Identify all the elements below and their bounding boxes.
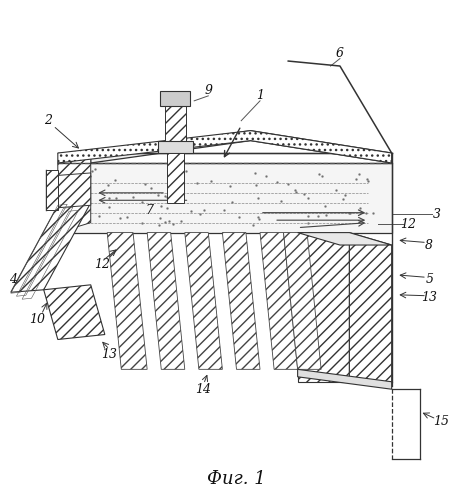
- Polygon shape: [44, 285, 105, 340]
- Text: 5: 5: [425, 274, 433, 286]
- Polygon shape: [58, 153, 91, 232]
- Polygon shape: [147, 232, 185, 370]
- Polygon shape: [58, 163, 392, 232]
- Text: 13: 13: [421, 290, 438, 304]
- Polygon shape: [298, 232, 350, 382]
- Polygon shape: [167, 153, 184, 203]
- Text: 4: 4: [9, 274, 17, 286]
- Polygon shape: [283, 232, 321, 370]
- Text: 10: 10: [29, 313, 44, 326]
- Polygon shape: [58, 130, 392, 163]
- Text: 12: 12: [95, 258, 111, 272]
- Text: 14: 14: [195, 382, 211, 396]
- Text: 6: 6: [336, 47, 344, 60]
- Polygon shape: [46, 170, 58, 210]
- Polygon shape: [107, 232, 147, 370]
- Polygon shape: [298, 232, 392, 245]
- Polygon shape: [160, 91, 191, 106]
- Polygon shape: [11, 203, 91, 292]
- Polygon shape: [260, 232, 298, 370]
- Polygon shape: [222, 232, 260, 370]
- Text: 7: 7: [146, 204, 154, 216]
- Polygon shape: [165, 106, 186, 153]
- Polygon shape: [158, 140, 193, 153]
- Text: 15: 15: [433, 415, 449, 428]
- Polygon shape: [298, 370, 392, 389]
- Text: 2: 2: [44, 114, 53, 127]
- Polygon shape: [91, 130, 392, 163]
- Text: Фиг. 1: Фиг. 1: [207, 470, 266, 488]
- Text: 13: 13: [102, 348, 117, 361]
- Polygon shape: [58, 173, 91, 208]
- Text: 12: 12: [400, 218, 416, 230]
- Text: 3: 3: [432, 208, 440, 220]
- Text: 9: 9: [204, 84, 212, 98]
- Text: 1: 1: [256, 90, 264, 102]
- Polygon shape: [185, 232, 222, 370]
- Polygon shape: [350, 232, 392, 382]
- Text: 8: 8: [425, 238, 433, 252]
